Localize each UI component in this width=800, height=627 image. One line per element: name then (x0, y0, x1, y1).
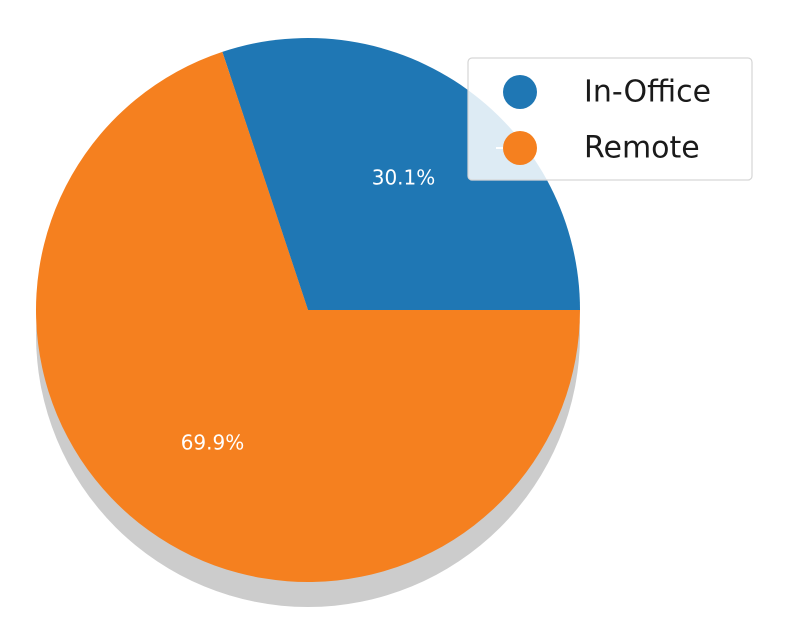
legend-label-in-office: In-Office (584, 75, 711, 110)
pie-labels: 30.1% 69.9% (181, 166, 436, 455)
legend-marker-remote (503, 131, 537, 165)
pie-slices (36, 37, 580, 583)
legend-marker-in-office (503, 75, 537, 109)
legend-label-remote: Remote (584, 131, 700, 166)
pie-label-remote: 69.9% (181, 430, 245, 454)
legend-items: In-Office Remote (496, 75, 711, 166)
legend-frame (467, 57, 753, 181)
pie-label-in-office: 30.1% (372, 166, 436, 190)
legend: In-Office Remote (467, 57, 753, 181)
pie-slice-remote (36, 51, 580, 583)
pie-slice-in-office (222, 37, 580, 310)
